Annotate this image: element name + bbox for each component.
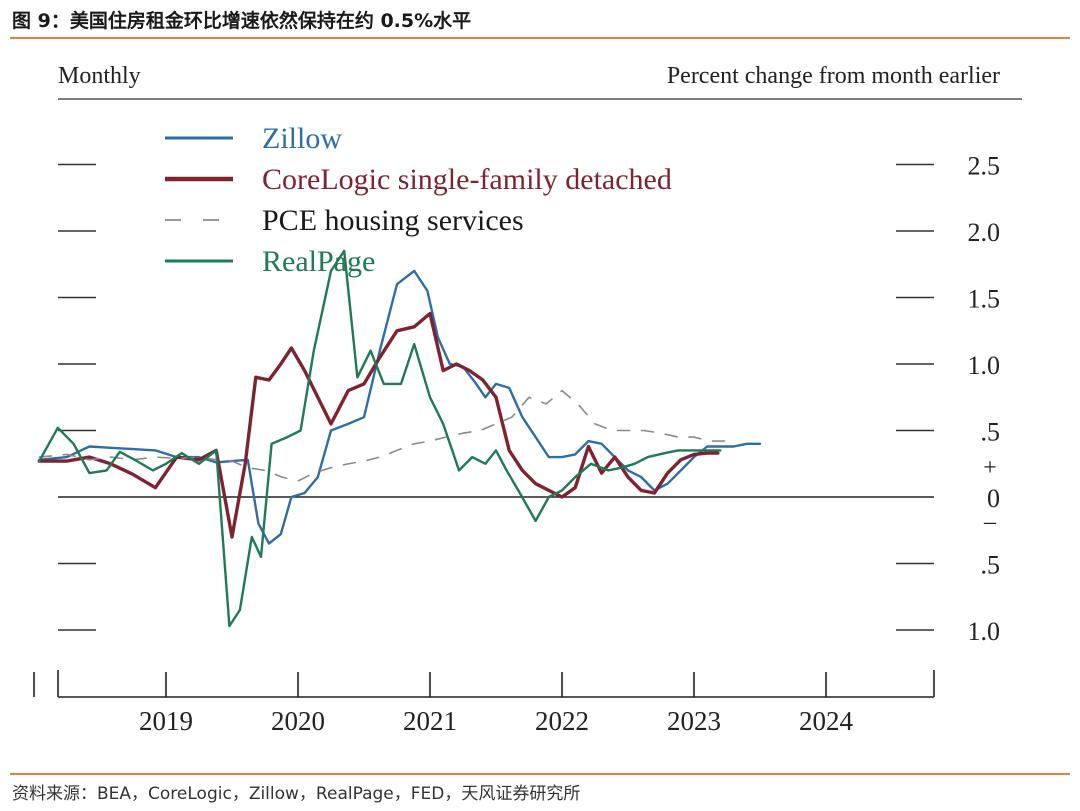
- series-line-zillow: [38, 269, 762, 545]
- y-tick-label: .5: [981, 418, 1001, 447]
- legend-label-corelogic: CoreLogic single-family detached: [262, 163, 672, 196]
- source-note: 资料来源：BEA，CoreLogic，Zillow，RealPage，FED，天…: [12, 784, 581, 804]
- source-rule: [10, 773, 1070, 775]
- y-tick-label: 0: [987, 484, 1000, 513]
- y-tick-label: .5: [981, 551, 1001, 580]
- x-tick-label: 2024: [799, 706, 854, 736]
- legend-label-realpage: RealPage: [262, 245, 375, 278]
- y-tick-label: 1.0: [968, 617, 1001, 646]
- series-line-corelogic: [37, 311, 720, 539]
- right-axis-label: Percent change from month earlier: [667, 63, 1000, 89]
- x-tick-label: 2020: [271, 706, 325, 736]
- legend-label-pce: PCE housing services: [262, 204, 524, 237]
- left-axis-label: Monthly: [58, 63, 141, 89]
- line-chart: Monthly Percent change from month earlie…: [33, 63, 1022, 736]
- title-rule: [10, 37, 1070, 39]
- y-tick-label: 2.5: [968, 152, 1001, 181]
- y-sign-minus: –: [983, 509, 997, 535]
- y-sign-plus: +: [983, 455, 997, 481]
- x-tick-label: 2022: [535, 706, 589, 736]
- x-tick-label: 2021: [403, 706, 457, 736]
- series-lines: [37, 249, 762, 628]
- legend-label-zillow: Zillow: [262, 122, 342, 155]
- x-tick-label: 2023: [667, 706, 721, 736]
- tick-marks: 2.5 2.0 1.5 1.0 .5 0 .5 1.0 + – 2019 2020 2021 2022 20…: [33, 152, 1001, 736]
- legend: Zillow CoreLogic single-family detached PC…: [165, 122, 672, 278]
- series-line-realpage: [38, 249, 722, 628]
- x-tick-label: 2019: [139, 706, 193, 736]
- figure-title: 图 9：美国住房租金环比增速依然保持在约 0.5%水平: [12, 10, 472, 32]
- y-tick-label: 2.0: [968, 218, 1001, 247]
- y-tick-label: 1.0: [968, 351, 1001, 380]
- y-tick-label: 1.5: [968, 285, 1001, 314]
